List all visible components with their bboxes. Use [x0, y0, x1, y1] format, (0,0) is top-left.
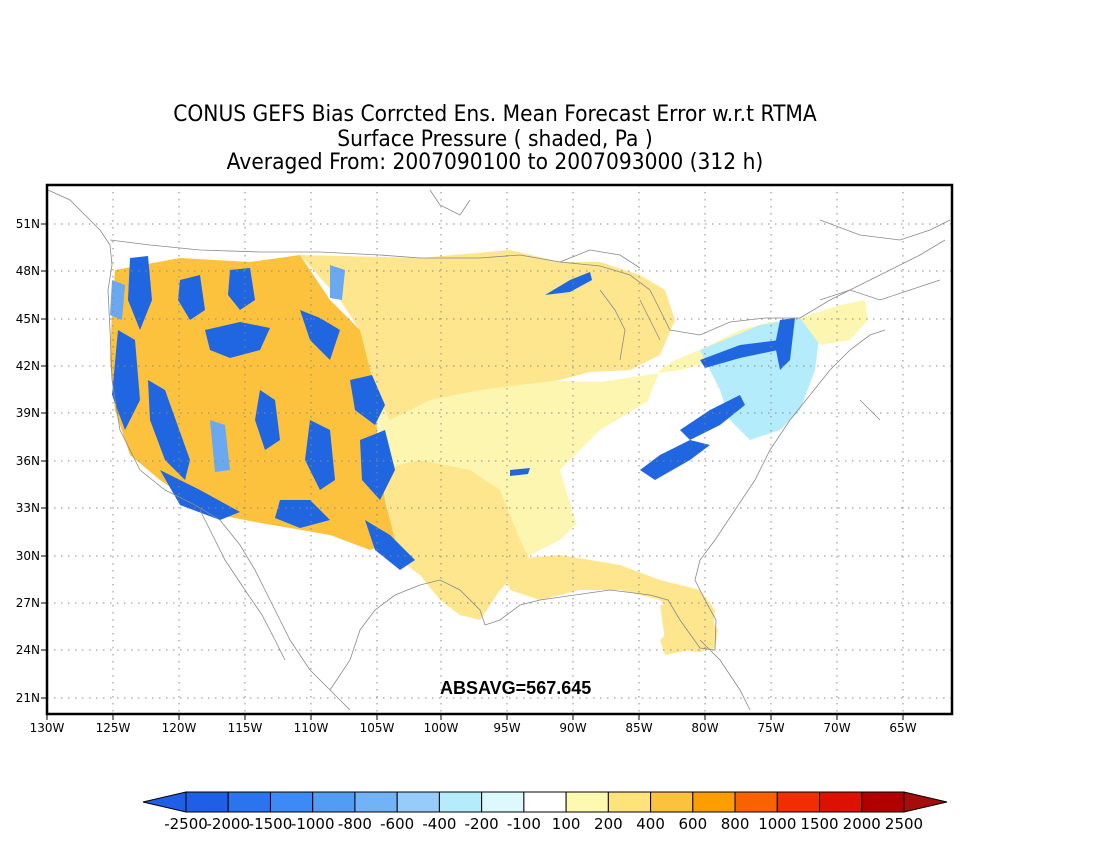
colorbar-swatch — [354, 791, 398, 813]
title-line-2: Surface Pressure ( shaded, Pa ) — [337, 127, 653, 152]
longitude-label: 85W — [625, 721, 652, 735]
colorbar-label: -200 — [465, 815, 499, 833]
longitude-label: 70W — [823, 721, 850, 735]
colorbar-swatch — [692, 791, 736, 813]
colorbar-label: -400 — [422, 815, 456, 833]
latitude-label: 48N — [16, 264, 40, 278]
colorbar-label: 100 — [552, 815, 581, 833]
colorbar-label: -2000 — [206, 815, 250, 833]
latitude-labels: 51N 48N 45N 42N 39N 36N 33N 30N 27N 24N 21N — [16, 217, 47, 705]
longitude-label: 105W — [360, 721, 395, 735]
longitude-label: 100W — [424, 721, 459, 735]
colorbar-swatch — [650, 791, 694, 813]
colorbar-label: -800 — [338, 815, 372, 833]
colorbar-swatch — [819, 791, 863, 813]
colorbar-label: 600 — [679, 815, 708, 833]
colorbar-swatch — [312, 791, 356, 813]
colorbar-swatch — [269, 791, 314, 813]
field-blue-streaks-east — [510, 272, 795, 480]
field-blue-streaks-west — [112, 256, 415, 570]
latitude-label: 24N — [16, 643, 40, 657]
colorbar-high-arrow — [903, 791, 948, 813]
title-line-1: CONUS GEFS Bias Corrcted Ens. Mean Forec… — [173, 102, 817, 127]
colorbar-label: 400 — [636, 815, 665, 833]
colorbar-label: -2500 — [164, 815, 208, 833]
colorbar-swatch — [523, 791, 567, 813]
colorbar-label: -1000 — [291, 815, 335, 833]
colorbar-swatch — [565, 791, 609, 813]
latitude-label: 39N — [16, 406, 40, 420]
longitude-label: 65W — [889, 721, 916, 735]
colorbar-label: 200 — [594, 815, 623, 833]
colorbar-swatch — [861, 791, 905, 813]
longitude-label: 80W — [691, 721, 718, 735]
longitude-label: 130W — [30, 721, 65, 735]
colorbar-label: -1500 — [249, 815, 293, 833]
colorbar-label: -100 — [507, 815, 541, 833]
colorbar-label: -600 — [380, 815, 414, 833]
longitude-label: 120W — [162, 721, 197, 735]
absavg-label: ABSAVG=567.645 — [440, 678, 591, 698]
colorbar-label: 2500 — [885, 815, 923, 833]
longitude-label: 75W — [757, 721, 784, 735]
colorbar-low-arrow — [142, 791, 187, 813]
colorbar-swatch — [227, 791, 271, 813]
latitude-label: 42N — [16, 359, 40, 373]
longitude-label: 110W — [294, 721, 329, 735]
colorbar — [142, 791, 948, 813]
map-frame — [45, 183, 954, 716]
colorbar-label: 1000 — [758, 815, 796, 833]
colorbar-swatch — [734, 791, 778, 813]
colorbar-swatch — [185, 791, 229, 813]
field-yellow-florida — [660, 602, 718, 652]
coastlines — [47, 189, 951, 711]
shaded-field — [110, 250, 868, 655]
colorbar-label: 1500 — [800, 815, 838, 833]
colorbar-labels: -2500-2000-1500-1000 -800 -600 -400 -200 -100… — [164, 815, 923, 833]
longitude-labels: 130W 125W 120W 115W 110W 105W 100W 95W 90W 85W 80W… — [30, 714, 917, 735]
longitude-label: 125W — [96, 721, 131, 735]
colorbar-swatch — [438, 791, 483, 813]
title-line-3: Averaged From: 2007090100 to 2007093000 … — [226, 150, 764, 175]
latitude-label: 21N — [16, 691, 40, 705]
longitude-label: 95W — [493, 721, 520, 735]
field-yellow-north — [300, 250, 675, 420]
latitude-label: 33N — [16, 501, 40, 515]
latitude-label: 30N — [16, 549, 40, 563]
latitude-label: 51N — [16, 217, 40, 231]
colorbar-label: 800 — [721, 815, 750, 833]
latitude-label: 45N — [16, 312, 40, 326]
longitude-label: 115W — [228, 721, 263, 735]
colorbar-swatch — [607, 791, 652, 813]
longitude-label: 90W — [559, 721, 586, 735]
latitude-label: 27N — [16, 596, 40, 610]
colorbar-swatch — [396, 791, 440, 813]
colorbar-swatch — [776, 791, 821, 813]
colorbar-swatch — [481, 791, 525, 813]
map-plot-area — [47, 185, 952, 714]
field-pale-newengland — [800, 300, 868, 345]
colorbar-label: 2000 — [843, 815, 881, 833]
field-yellow-gulf — [500, 555, 715, 655]
field-lightblue-streaks — [110, 265, 345, 472]
field-yellow-texas — [380, 460, 530, 620]
latitude-label: 36N — [16, 454, 40, 468]
